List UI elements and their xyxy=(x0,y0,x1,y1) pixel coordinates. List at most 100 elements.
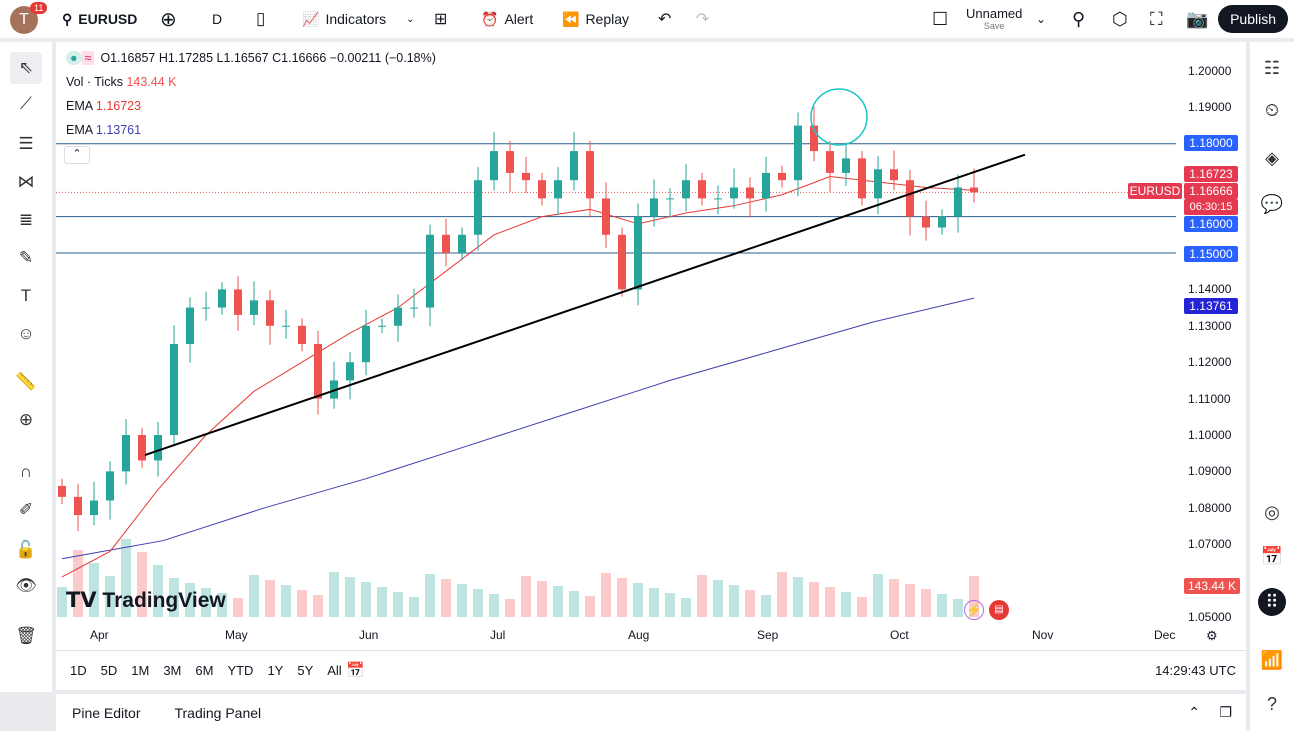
candle-body xyxy=(138,435,146,461)
level-label-118: 1.18000 xyxy=(1184,135,1238,151)
target-icon[interactable]: ◎ xyxy=(1264,501,1280,522)
camera-icon[interactable]: 📷 xyxy=(1186,8,1209,29)
help-icon[interactable]: ? xyxy=(1266,693,1277,714)
volume-bar xyxy=(121,539,131,617)
price-chart[interactable] xyxy=(56,42,1246,690)
volume-bar xyxy=(649,588,659,617)
range-all[interactable]: All xyxy=(327,663,342,678)
range-1d[interactable]: 1D xyxy=(70,663,87,678)
range-1m[interactable]: 1M xyxy=(131,663,150,678)
candle-body xyxy=(682,180,690,199)
collapse-legend-button[interactable]: ⌃ xyxy=(64,146,90,164)
candle-body xyxy=(634,216,642,290)
candle-body xyxy=(842,158,850,173)
range-5d[interactable]: 5D xyxy=(100,663,118,678)
undo-icon[interactable]: ↶ xyxy=(658,11,672,28)
add-symbol-button[interactable]: ⊕ xyxy=(160,8,177,31)
text-icon[interactable]: T xyxy=(20,286,32,305)
zoom-in-icon[interactable]: ⊕ xyxy=(18,410,34,429)
quick-search-icon[interactable]: ⚲ xyxy=(1072,8,1086,29)
volume-bar xyxy=(233,598,243,617)
candle-body xyxy=(922,216,930,228)
candle-body xyxy=(954,187,962,217)
candle-body xyxy=(746,187,754,199)
clock[interactable]: 14:29:43 UTC xyxy=(1155,663,1236,678)
ruler-icon[interactable]: 📏 xyxy=(15,372,37,391)
lightning-icon[interactable]: ⚡ xyxy=(964,600,984,620)
level-label-115: 1.15000 xyxy=(1184,246,1238,262)
price-tick: 1.19000 xyxy=(1188,100,1232,115)
candle-body xyxy=(730,187,738,199)
symbol-search[interactable]: ⚲ EURUSD xyxy=(62,0,137,38)
range-1y[interactable]: 1Y xyxy=(267,663,284,678)
volume-bar xyxy=(761,595,771,617)
candle-body xyxy=(314,344,322,399)
calendar-icon[interactable]: 📅 xyxy=(1260,545,1284,566)
trendline-icon[interactable]: ⟋ xyxy=(20,94,32,113)
volume-bar xyxy=(713,580,723,617)
layout-name[interactable]: Unnamed Save xyxy=(966,6,1022,31)
volume-bar xyxy=(617,578,627,617)
candle-body xyxy=(538,180,546,199)
date-range-icon[interactable]: 📅 xyxy=(346,662,365,679)
market-status-icon: ● xyxy=(66,51,82,65)
candle-body xyxy=(810,125,818,152)
apps-icon[interactable]: ⠿ xyxy=(1258,588,1286,616)
alert-label: Alert xyxy=(504,11,534,27)
candle-body xyxy=(234,289,242,315)
volume-bar xyxy=(105,576,115,617)
axis-settings-icon[interactable]: ⚙ xyxy=(1206,628,1218,643)
volume-bar xyxy=(361,582,371,617)
forecast-icon[interactable]: ≣ xyxy=(18,210,34,229)
trash-icon[interactable]: 🗑 xyxy=(15,626,37,645)
range-5y[interactable]: 5Y xyxy=(297,663,314,678)
notification-badge: 11 xyxy=(30,2,48,14)
us-flag-icon[interactable]: ▤ xyxy=(989,600,1009,620)
chart-type-button[interactable]: ▯ xyxy=(256,9,266,28)
alert-button[interactable]: ⏰ Alert xyxy=(481,0,533,38)
price-tick: 1.08000 xyxy=(1188,500,1232,515)
fullscreen-icon[interactable]: ⛶ xyxy=(1150,8,1163,29)
ohlc-legend: ● ≈ O1.16857 H1.17285 L1.16567 C1.16666 −0… xyxy=(66,51,436,65)
pine-editor-tab[interactable]: Pine Editor xyxy=(72,704,141,721)
candle-body xyxy=(618,234,626,290)
range-3m[interactable]: 3M xyxy=(163,663,182,678)
range-ytd[interactable]: YTD xyxy=(227,663,254,678)
watchlist-icon[interactable]: ☷ xyxy=(1263,57,1281,78)
volume-bar xyxy=(441,579,451,617)
chart-pane[interactable]: ● ≈ O1.16857 H1.17285 L1.16567 C1.16666 −0… xyxy=(56,42,1246,690)
redo-icon[interactable]: ↷ xyxy=(696,11,710,28)
brush-icon[interactable]: ✎ xyxy=(18,248,34,267)
volume-bar xyxy=(473,589,483,617)
range-6m[interactable]: 6M xyxy=(195,663,214,678)
emoji-icon[interactable]: ☺ xyxy=(17,324,35,343)
lock-drawing-icon[interactable]: ✐ xyxy=(18,500,34,519)
candle-body xyxy=(698,180,706,199)
layout-square-icon[interactable]: ☐ xyxy=(932,8,949,29)
candle-body xyxy=(778,172,786,181)
chat-icon[interactable]: 💬 xyxy=(1260,193,1284,214)
indicators-button[interactable]: 📈 Indicators ⌄ xyxy=(302,0,415,38)
layers-icon[interactable]: ◈ xyxy=(1265,147,1279,168)
layouts-icon[interactable]: ⊞ xyxy=(434,11,448,28)
maximize-panel-icon[interactable]: ❐ xyxy=(1219,704,1232,720)
eye-icon[interactable]: 👁 xyxy=(15,576,37,595)
interval-button[interactable]: D xyxy=(212,11,223,27)
volume-bar xyxy=(329,572,339,617)
replay-button[interactable]: ⏪ Replay xyxy=(562,0,629,38)
collapse-panel-icon[interactable]: ⌃ xyxy=(1188,704,1200,720)
publish-button[interactable]: Publish xyxy=(1218,5,1288,33)
lock-icon[interactable]: 🔓 xyxy=(15,540,37,559)
settings-icon[interactable]: ⬡ xyxy=(1112,8,1128,29)
alerts-clock-icon[interactable]: ⏲ xyxy=(1264,99,1280,120)
volume-bar xyxy=(697,575,707,617)
signal-icon[interactable]: 📶 xyxy=(1260,649,1284,670)
magnet-icon[interactable]: ∩ xyxy=(19,462,33,481)
bottom-panel: Pine Editor Trading Panel ⌃ ❐ xyxy=(56,694,1246,731)
chevron-down-icon[interactable]: ⌄ xyxy=(1036,12,1047,26)
trading-panel-tab[interactable]: Trading Panel xyxy=(174,704,262,721)
fib-icon[interactable]: ☰ xyxy=(18,134,34,153)
cursor-icon[interactable]: ⇖ xyxy=(10,52,42,84)
candle-body xyxy=(554,180,562,199)
pattern-icon[interactable]: ⋈ xyxy=(17,172,35,191)
